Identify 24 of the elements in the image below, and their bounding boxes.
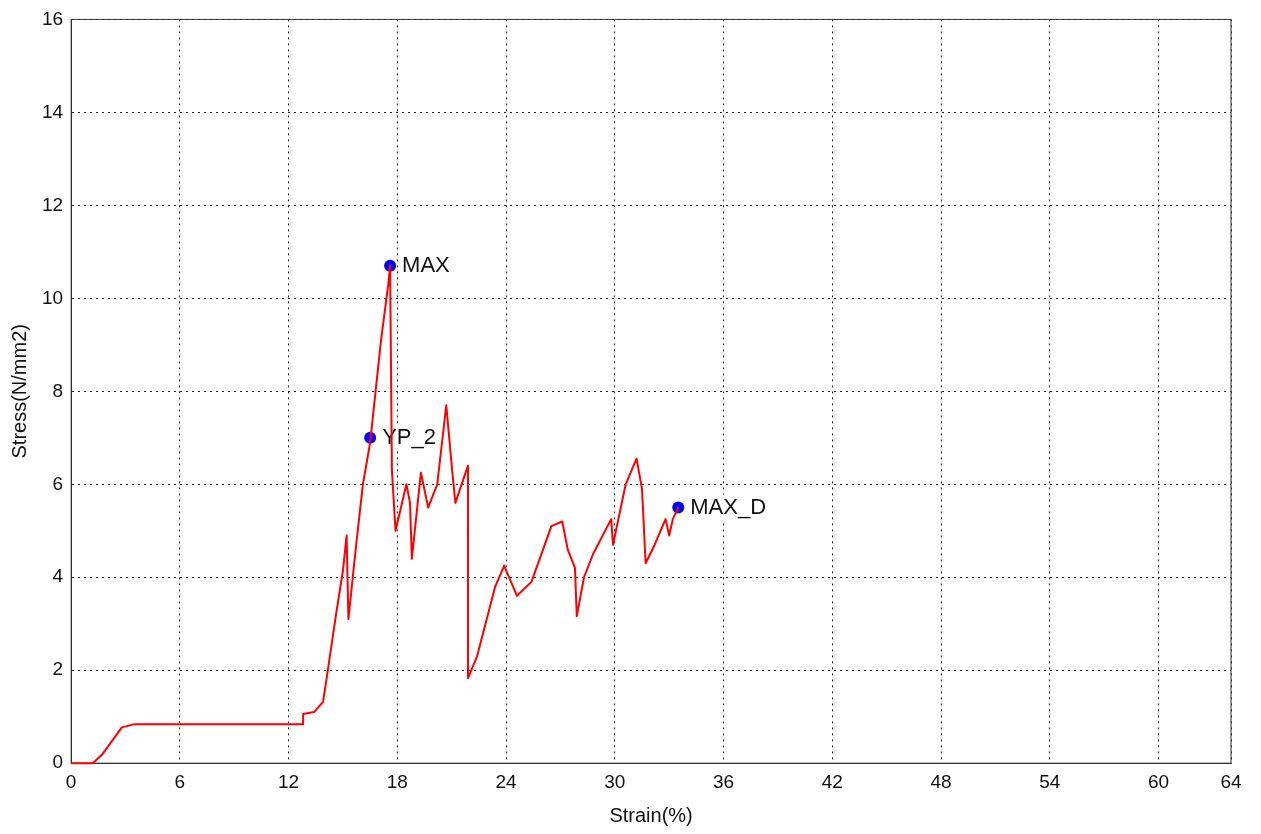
x-tick-label: 54: [1039, 770, 1061, 792]
x-tick-label: 42: [821, 770, 843, 792]
x-tick-label: 18: [386, 770, 408, 792]
x-tick-label: 12: [278, 770, 300, 792]
x-tick-label: 60: [1147, 770, 1170, 792]
y-tick-label: 10: [41, 286, 64, 308]
y-tick-label: 16: [41, 7, 64, 29]
y-tick-label: 12: [41, 193, 64, 215]
x-tick-label: 30: [604, 770, 626, 792]
x-tick-label: 64: [1220, 770, 1242, 792]
x-tick-label: 6: [174, 770, 186, 792]
annotation: MAX: [402, 251, 451, 277]
x-tick-label: 36: [712, 770, 735, 792]
annotation: MAX_D: [690, 493, 767, 519]
y-tick-label: 14: [41, 100, 64, 122]
x-tick-label: 24: [495, 770, 518, 792]
x-tick-label: 48: [930, 770, 952, 792]
y-tick-label: 8: [52, 379, 64, 401]
y-tick-label: 4: [52, 565, 64, 587]
y-tick-label: 0: [52, 751, 64, 773]
y-tick-label: 2: [52, 658, 64, 680]
y-tick-label: 6: [52, 472, 64, 494]
y-axis-title: Stress(N/mm2): [7, 324, 30, 459]
x-axis-title: Strain(%): [609, 803, 693, 826]
